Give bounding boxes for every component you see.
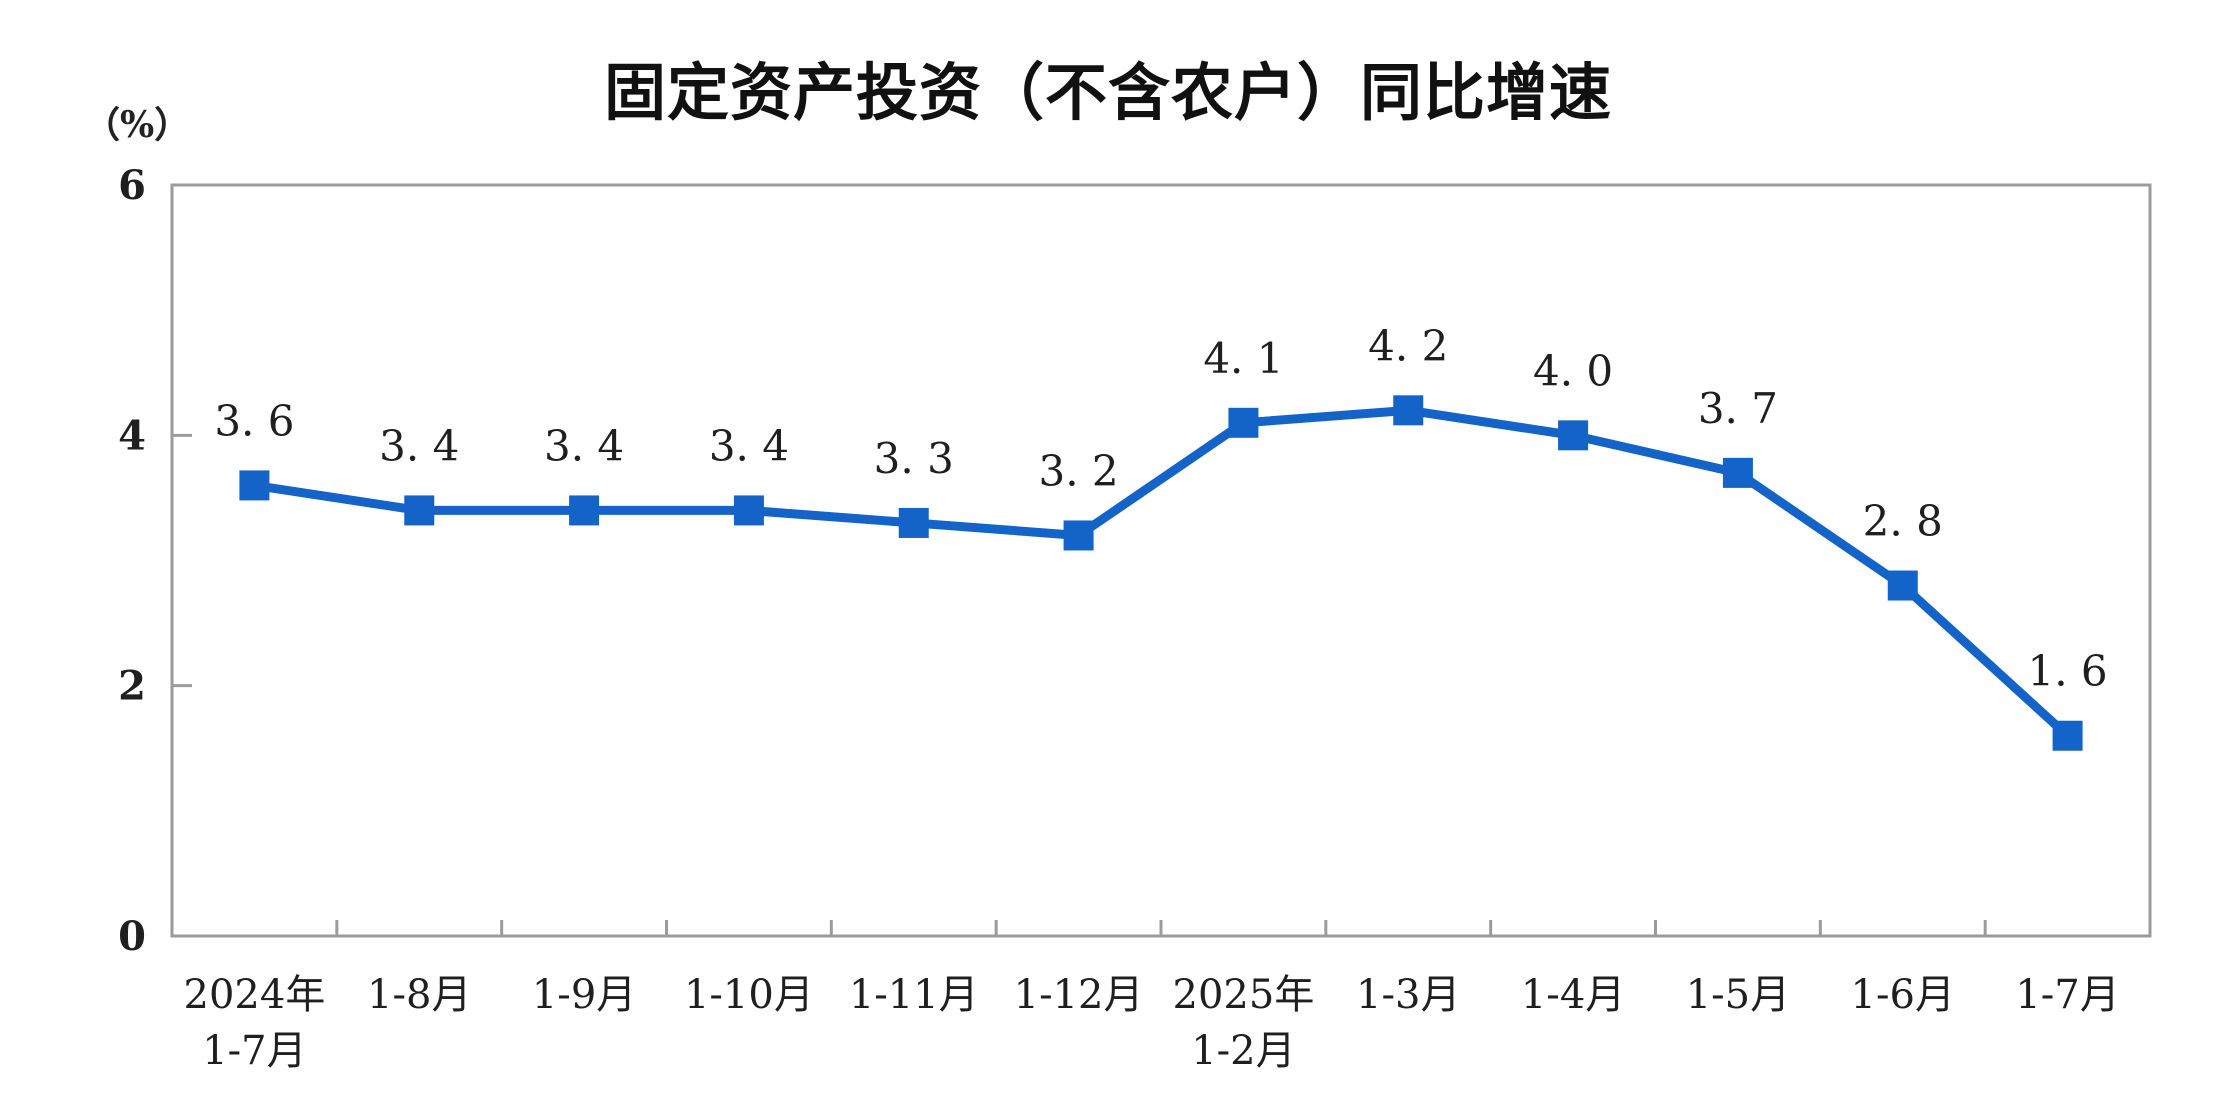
data-point-marker bbox=[1063, 520, 1094, 551]
chart-title: 固定资产投资（不含农户）同比增速 bbox=[603, 56, 1612, 129]
y-tick-label: 4 bbox=[118, 412, 146, 459]
data-point-marker bbox=[898, 507, 929, 538]
data-point-label: 3. 4 bbox=[709, 421, 789, 470]
data-point-label: 3. 7 bbox=[1698, 384, 1778, 433]
data-point-label: 2. 8 bbox=[1863, 497, 1943, 546]
y-tick-label: 2 bbox=[118, 663, 146, 710]
x-tick-label: 1-4月 bbox=[1521, 972, 1625, 1018]
data-point-label: 4. 1 bbox=[1203, 334, 1283, 383]
x-tick-label-line2: 1-7月 bbox=[202, 1028, 306, 1074]
x-tick-label: 1-11月 bbox=[849, 972, 979, 1018]
data-point-label: 3. 3 bbox=[874, 434, 954, 483]
data-point-label: 3. 4 bbox=[379, 421, 459, 470]
plot-border bbox=[170, 183, 2152, 938]
data-point-label: 3. 6 bbox=[214, 396, 294, 445]
data-point-marker bbox=[569, 495, 600, 526]
data-point-label: 4. 0 bbox=[1533, 346, 1613, 395]
data-point-marker bbox=[733, 495, 764, 526]
data-point-marker bbox=[239, 470, 270, 501]
y-tick-label: 0 bbox=[118, 913, 146, 960]
data-point-marker bbox=[1558, 420, 1589, 451]
x-tick-label: 1-7月 bbox=[2015, 972, 2119, 1018]
y-tick-label: 6 bbox=[118, 162, 146, 209]
x-tick-label: 2025年 bbox=[1173, 972, 1315, 1018]
x-tick-label: 2024年 bbox=[184, 972, 326, 1018]
x-tick-label: 1-12月 bbox=[1014, 972, 1144, 1018]
x-tick-label: 1-9月 bbox=[532, 972, 636, 1018]
data-point-marker bbox=[1722, 457, 1753, 488]
data-point-marker bbox=[2052, 720, 2083, 751]
data-point-marker bbox=[404, 495, 435, 526]
data-point-marker bbox=[1887, 570, 1918, 601]
data-point-label: 3. 2 bbox=[1039, 446, 1119, 495]
data-point-label: 1. 6 bbox=[2028, 647, 2108, 696]
x-tick-label: 1-5月 bbox=[1686, 972, 1790, 1018]
x-tick-label: 1-3月 bbox=[1356, 972, 1460, 1018]
data-point-marker bbox=[1228, 407, 1259, 438]
x-tick-label-line2: 1-2月 bbox=[1191, 1028, 1295, 1074]
data-line bbox=[253, 405, 2071, 740]
x-tick-label: 1-8月 bbox=[367, 972, 471, 1018]
x-tick-label: 1-10月 bbox=[684, 972, 814, 1018]
y-axis-unit-label: （%） bbox=[84, 104, 191, 146]
data-point-marker bbox=[1393, 395, 1424, 426]
data-point-label: 4. 2 bbox=[1368, 321, 1448, 370]
x-tick-label: 1-6月 bbox=[1851, 972, 1955, 1018]
data-point-label: 3. 4 bbox=[544, 421, 624, 470]
